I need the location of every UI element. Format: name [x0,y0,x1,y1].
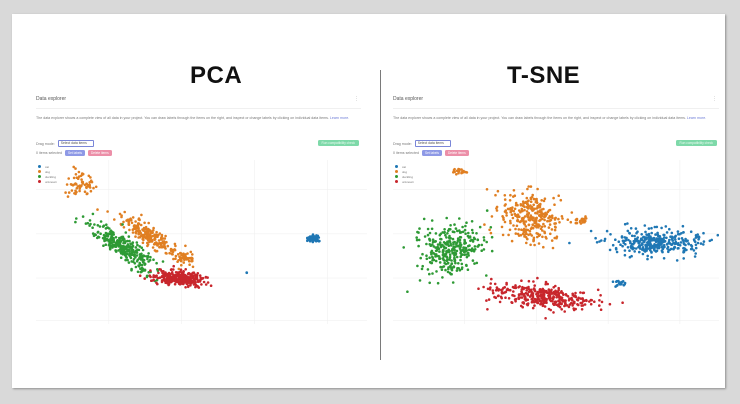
description-text: The data explorer shows a complete view … [393,116,686,120]
legend-dot-icon [395,180,398,183]
tsne-title: T-SNE [507,62,581,89]
description: The data explorer shows a complete view … [36,116,359,121]
learn-more-link[interactable]: Learn more. [329,116,350,120]
legend-dot-icon [395,175,398,178]
set-labels-button[interactable]: Set labels [64,150,85,156]
series-dog [452,167,588,250]
explorer-controls: Drag mode: Select data items 0 items sel… [36,140,359,160]
series-cat [568,222,719,288]
compatibility-check-button[interactable]: Run compatibility check [317,140,359,146]
slide-sheet: PCA Data explorer ⋮ The data explorer sh… [12,14,725,388]
legend-item-duckling[interactable]: duckling [395,174,414,179]
drag-mode-label: Drag mode: [36,141,55,146]
legend-label: unknown [402,179,415,184]
legend-item-dog[interactable]: dog [38,169,57,174]
panel-divider [380,70,381,360]
legend-label: duckling [45,174,57,179]
legend-dot-icon [38,180,41,183]
drag-mode-label: Drag mode: [393,141,412,146]
legend-dot-icon [38,165,41,168]
legend-label: dog [402,169,408,174]
legend-dot-icon [395,165,398,168]
data-explorer-header: Data explorer ⋮ [393,96,719,109]
legend-label: dog [45,169,51,174]
set-labels-button[interactable]: Set labels [421,150,442,156]
tsne-legend: cat dog duckling unknown [395,164,414,184]
data-explorer-title: Data explorer [36,96,67,102]
series-unknown [138,264,213,289]
legend-item-unknown[interactable]: unknown [38,179,57,184]
items-selected-count: 0 items selected [36,151,62,155]
legend-item-unknown[interactable]: unknown [395,179,414,184]
explorer-controls: Drag mode: Select data items 0 items sel… [393,140,717,160]
compatibility-check-button[interactable]: Run compatibility check [675,140,717,146]
legend-item-cat[interactable]: cat [395,164,414,169]
kebab-menu-icon[interactable]: ⋮ [354,96,359,102]
series-unknown [477,276,624,320]
legend-label: duckling [402,174,414,179]
delete-items-button[interactable]: Delete items [444,150,469,156]
drag-mode-select[interactable]: Select data items [414,140,451,147]
drag-mode-select[interactable]: Select data items [57,140,94,147]
legend-item-cat[interactable]: cat [38,164,57,169]
description: The data explorer shows a complete view … [393,116,717,121]
pca-scatter-plot[interactable]: cat dog duckling unknown [36,160,367,324]
pca-title: PCA [190,62,243,89]
legend-label: unknown [45,179,58,184]
pca-scatter-svg[interactable] [36,160,367,324]
description-text: The data explorer shows a complete view … [36,116,329,120]
series-duckling [74,212,171,283]
delete-items-button[interactable]: Delete items [87,150,112,156]
pca-panel: PCA Data explorer ⋮ The data explorer sh… [24,14,367,388]
kebab-menu-icon[interactable]: ⋮ [712,96,717,102]
legend-label: cat [402,164,407,169]
legend-item-dog[interactable]: dog [395,169,414,174]
series-duckling [402,209,494,293]
legend-item-duckling[interactable]: duckling [38,174,57,179]
data-explorer-header: Data explorer ⋮ [36,96,361,109]
pca-legend: cat dog duckling unknown [38,164,57,184]
tsne-scatter-plot[interactable]: cat dog duckling unknown [393,160,719,324]
tsne-scatter-svg[interactable] [393,160,719,324]
tsne-panel: T-SNE Data explorer ⋮ The data explorer … [381,14,725,388]
data-explorer-title: Data explorer [393,96,424,102]
items-selected-count: 0 items selected [393,151,419,155]
learn-more-link[interactable]: Learn more. [686,116,707,120]
series-dog [64,165,195,271]
legend-dot-icon [395,170,398,173]
legend-dot-icon [38,175,41,178]
series-cat [245,233,321,275]
legend-label: cat [45,164,50,169]
legend-dot-icon [38,170,41,173]
